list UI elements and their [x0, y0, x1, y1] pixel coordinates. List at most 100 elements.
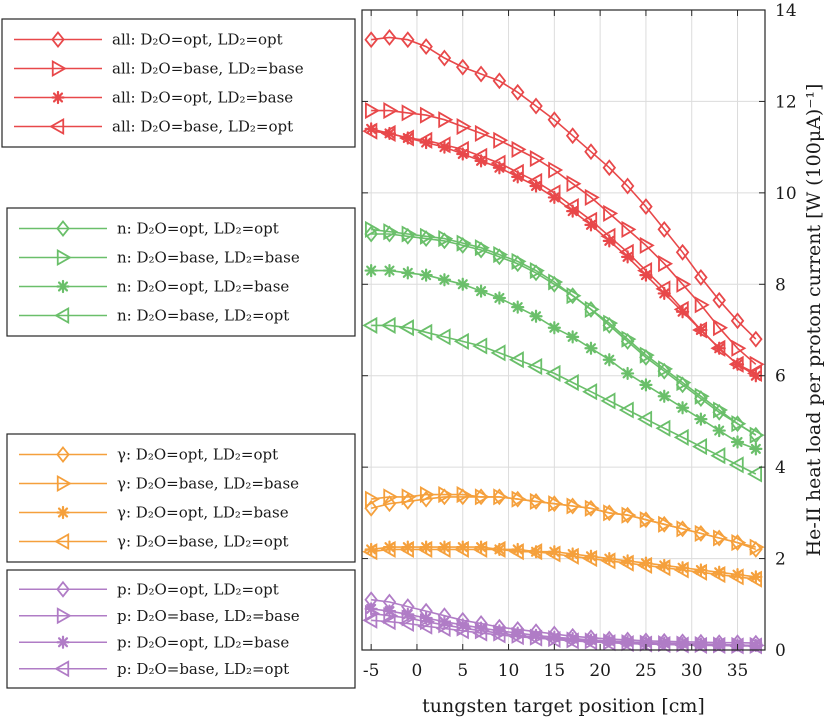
asterisk-marker: [657, 389, 671, 403]
asterisk-stroke: [677, 402, 688, 413]
triangle-left-marker: [747, 465, 762, 483]
triangle-left-marker: [54, 660, 70, 678]
triangle-left-marker: [380, 613, 396, 631]
legend-label: γ: D₂O=opt, LD₂=base: [117, 504, 289, 522]
asterisk-stroke: [52, 92, 64, 103]
triangle-right-marker: [493, 131, 509, 149]
y-tick-label: 4: [775, 458, 786, 478]
triangle-left-marker: [508, 351, 524, 369]
triangle-right-marker: [603, 314, 619, 332]
diamond-marker: [584, 143, 598, 161]
triangle-left-marker: [710, 339, 726, 357]
legend-label: n: D₂O=opt, LD₂=base: [117, 278, 289, 296]
triangle-right-marker: [419, 106, 435, 124]
asterisk-stroke: [750, 370, 761, 381]
triangle-left-marker: [417, 323, 433, 341]
triangle-right-marker: [511, 252, 527, 270]
diamond-marker: [382, 495, 397, 513]
triangle-left-marker: [362, 316, 378, 334]
series-all-opt-opt: [364, 28, 763, 348]
diamond-marker: [675, 243, 690, 261]
legend-label: p: D₂O=opt, LD₂=base: [117, 633, 289, 651]
triangle-left-marker: [527, 543, 543, 561]
triangle-left-marker: [673, 428, 689, 446]
triangle-right-marker: [694, 387, 710, 405]
diamond-marker: [749, 540, 763, 558]
diamond-marker: [529, 264, 543, 282]
legend-entry: γ: D₂O=base, LD₂=base: [19, 475, 299, 493]
triangle-right-marker: [383, 102, 399, 120]
triangle-right-marker: [676, 374, 692, 392]
asterisk-marker: [382, 263, 397, 278]
triangle-left-marker: [655, 635, 671, 654]
triangle-right-marker: [639, 511, 655, 529]
triangle-right-marker: [456, 486, 472, 504]
diamond-marker: [675, 376, 690, 394]
triangle-right-marker: [566, 497, 582, 515]
triangle-left-marker: [582, 211, 598, 229]
asterisk-marker: [730, 435, 745, 449]
triangle-left-marker: [508, 163, 524, 181]
triangle-left-marker: [380, 316, 396, 334]
triangle-right-marker: [474, 488, 490, 506]
diamond-marker: [657, 220, 672, 238]
triangle-left-marker: [472, 624, 488, 642]
diamond-marker: [510, 83, 525, 101]
asterisk-marker: [456, 277, 470, 291]
diamond-marker: [474, 65, 488, 83]
legend-label: all: D₂O=base, LD₂=base: [112, 60, 304, 78]
triangle-left-marker: [453, 540, 469, 558]
asterisk-marker: [675, 401, 690, 415]
triangle-right-marker: [456, 234, 472, 252]
x-tick-label: 20: [589, 661, 611, 681]
triangle-left-marker: [673, 300, 689, 318]
triangle-right-marker: [529, 492, 545, 510]
triangle-left-marker: [545, 630, 561, 649]
triangle-left-marker: [582, 633, 598, 651]
x-tick-label: 30: [681, 661, 703, 681]
triangle-right-marker: [694, 524, 710, 542]
triangle-right-marker: [438, 230, 454, 248]
asterisk-marker: [547, 321, 561, 335]
asterisk-stroke: [366, 603, 377, 614]
triangle-left-marker: [710, 566, 726, 584]
triangle-left-marker: [398, 319, 414, 337]
triangle-right-marker: [383, 488, 399, 506]
triangle-left-marker: [563, 374, 579, 392]
asterisk-stroke: [439, 616, 450, 627]
triangle-left-marker: [710, 636, 726, 654]
series-line: [371, 130, 757, 375]
triangle-left-marker: [380, 124, 396, 142]
asterisk-marker: [437, 273, 452, 287]
diamond-marker: [364, 31, 378, 49]
diamond-marker: [382, 28, 397, 46]
diamond-marker: [510, 255, 525, 273]
x-tick-label: 35: [727, 661, 749, 681]
legend-entry: γ: D₂O=opt, LD₂=opt: [19, 446, 278, 464]
triangle-right-marker: [713, 529, 729, 547]
asterisk-stroke: [549, 322, 560, 333]
diamond-marker: [749, 330, 763, 348]
triangle-left-marker: [490, 540, 506, 558]
triangle-right-marker: [639, 236, 655, 254]
series-line: [371, 548, 756, 580]
diamond-marker: [639, 348, 653, 366]
diamond-marker: [56, 220, 70, 237]
triangle-left-marker: [563, 547, 579, 565]
triangle-left-marker: [398, 540, 414, 558]
asterisk-marker: [511, 300, 525, 314]
diamond-marker: [602, 316, 617, 334]
triangle-left-marker: [453, 622, 469, 640]
asterisk-marker: [364, 602, 378, 616]
asterisk-stroke: [640, 637, 651, 648]
asterisk-marker: [56, 279, 70, 294]
asterisk-stroke: [530, 311, 542, 322]
x-axis-label: tungsten target position [cm]: [422, 695, 705, 717]
asterisk-marker: [382, 604, 397, 618]
legend-label: n: D₂O=base, LD₂=opt: [117, 307, 289, 325]
triangle-right-marker: [51, 59, 67, 78]
diamond-marker: [602, 159, 617, 177]
diamond-marker: [730, 312, 745, 330]
asterisk-stroke: [677, 306, 688, 317]
asterisk-stroke: [512, 302, 523, 313]
